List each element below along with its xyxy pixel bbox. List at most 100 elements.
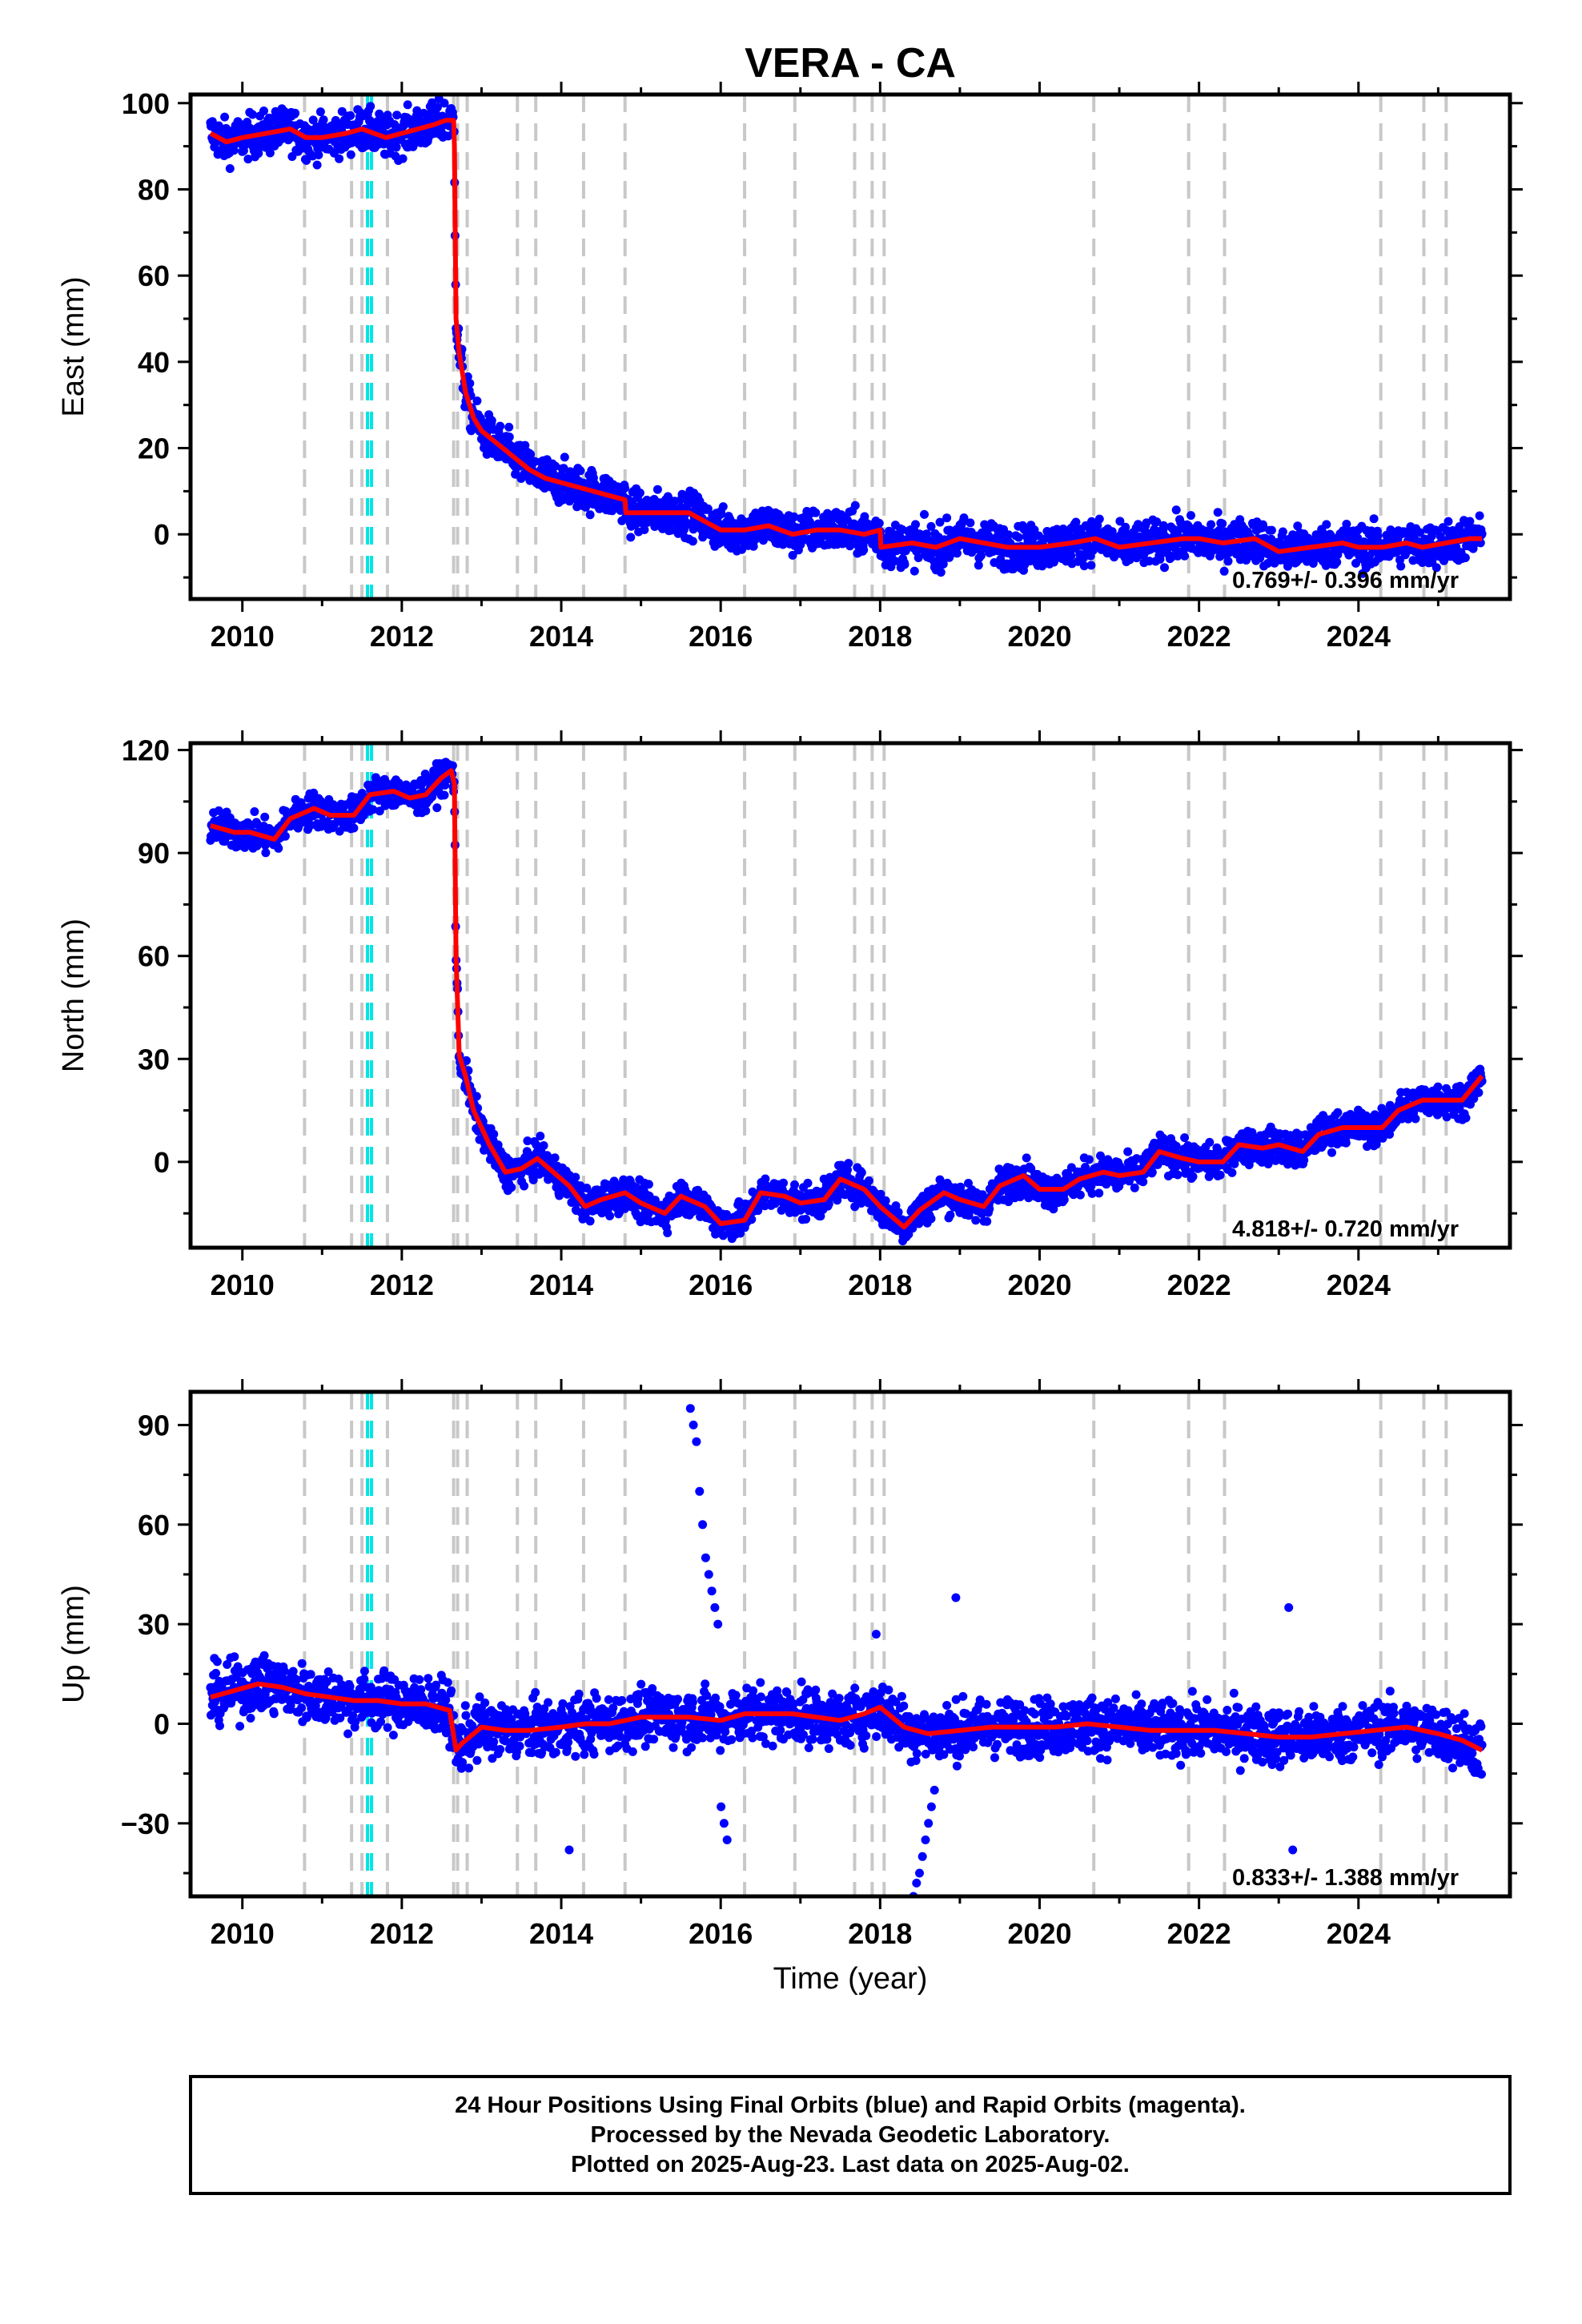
north-position-point	[1075, 1190, 1085, 1200]
east-position-point	[229, 146, 239, 155]
east-position-point	[1242, 556, 1251, 565]
north-position-point	[1205, 1137, 1215, 1147]
north-position-point	[375, 806, 384, 816]
east-position-point	[1174, 525, 1183, 535]
east-position-point	[629, 501, 638, 510]
east-position-point	[390, 120, 400, 129]
north-position-point	[790, 1180, 799, 1189]
east-position-point	[243, 155, 253, 164]
north-position-point	[440, 781, 450, 790]
east-position-point	[845, 541, 855, 551]
north-position-point	[432, 803, 442, 813]
north-position-point	[440, 790, 449, 800]
east-position-point	[551, 461, 560, 471]
north-position-point	[747, 1215, 757, 1224]
east-position-point	[1145, 557, 1154, 566]
east-position-point	[1171, 505, 1181, 515]
north-plot-area	[206, 743, 1487, 1248]
east-position-point	[635, 489, 644, 497]
east-position-point	[432, 103, 442, 112]
east-position-point	[1322, 520, 1331, 529]
east-position-point	[1115, 517, 1125, 526]
north-panel: 2010 2012 2014 2016 2018 2020 2022 202403060901…	[57, 730, 1523, 1301]
east-position-point	[1267, 525, 1276, 535]
east-position-point	[520, 440, 530, 450]
north-position-point	[857, 1168, 866, 1177]
east-position-point	[1418, 558, 1427, 567]
east-rate-label: 0.769+/- 0.396 mm/yr	[1232, 568, 1459, 593]
east-position-point	[1460, 553, 1470, 562]
east-position-point	[1293, 521, 1303, 531]
east-position-point	[789, 512, 799, 521]
north-position-point	[416, 780, 426, 790]
east-position-point	[465, 379, 475, 388]
east-position-point	[291, 108, 300, 118]
north-position-point	[1049, 1204, 1058, 1214]
east-position-point	[718, 502, 728, 512]
north-position-point	[760, 1201, 769, 1211]
north-position-point	[1059, 1195, 1069, 1204]
north-daily-positions	[206, 758, 1487, 1246]
north-position-point	[523, 1136, 532, 1146]
north-position-point	[555, 1191, 564, 1200]
north-position-point	[507, 1183, 516, 1192]
east-position-point	[487, 416, 496, 425]
east-position-point	[504, 422, 514, 432]
east-position-point	[1256, 549, 1266, 558]
east-position-point	[1477, 529, 1487, 539]
north-position-point	[1084, 1155, 1094, 1164]
north-position-point	[803, 1178, 813, 1188]
east-position-point	[926, 521, 936, 531]
north-position-point	[985, 1204, 994, 1214]
east-position-point	[1046, 533, 1055, 543]
east-position-point	[319, 115, 328, 125]
east-y-axis-label: East (mm)	[57, 276, 90, 416]
east-position-point	[620, 484, 629, 493]
east-frame	[188, 92, 1512, 601]
east-position-point	[526, 449, 536, 459]
east-position-point	[911, 520, 920, 529]
north-position-point	[1087, 1188, 1097, 1198]
east-position-point	[1152, 517, 1162, 527]
north-position-point	[956, 1182, 966, 1192]
east-position-point	[560, 452, 569, 462]
north-position-point	[539, 1141, 548, 1150]
east-position-point	[688, 537, 697, 546]
east-x-tick-label: 2022	[1167, 620, 1231, 653]
north-position-point	[1227, 1168, 1237, 1177]
east-position-point	[652, 485, 662, 494]
east-position-point	[1465, 517, 1475, 526]
north-position-point	[536, 1132, 545, 1141]
east-position-point	[1079, 561, 1089, 571]
east-position-point	[976, 551, 986, 561]
north-position-point	[489, 1129, 499, 1139]
north-position-point	[1173, 1170, 1182, 1180]
east-position-point	[1308, 559, 1318, 568]
east-position-point	[335, 154, 344, 163]
east-position-point	[1342, 520, 1351, 529]
east-position-point	[225, 164, 235, 173]
east-y-tick-label: 20	[138, 432, 170, 465]
east-position-point	[860, 512, 869, 521]
north-position-point	[843, 1165, 852, 1175]
east-position-point	[440, 99, 449, 108]
east-position-point	[913, 553, 923, 562]
east-position-point	[1014, 533, 1023, 542]
north-position-point	[1138, 1177, 1148, 1187]
east-position-point	[308, 115, 318, 125]
east-position-point	[1213, 508, 1223, 517]
north-position-point	[550, 1153, 560, 1163]
north-position-point	[946, 1210, 955, 1220]
north-position-point	[663, 1228, 673, 1237]
east-position-point	[935, 517, 945, 527]
north-position-point	[619, 1175, 628, 1184]
north-position-point	[306, 820, 315, 830]
north-position-point	[881, 1196, 890, 1205]
north-position-point	[585, 1216, 595, 1226]
east-position-point	[788, 550, 797, 560]
east-position-point	[392, 111, 402, 120]
north-position-point	[1123, 1147, 1133, 1156]
east-position-point	[996, 555, 1006, 564]
east-position-point	[1475, 511, 1484, 521]
east-y-tick-label: 60	[138, 259, 170, 292]
